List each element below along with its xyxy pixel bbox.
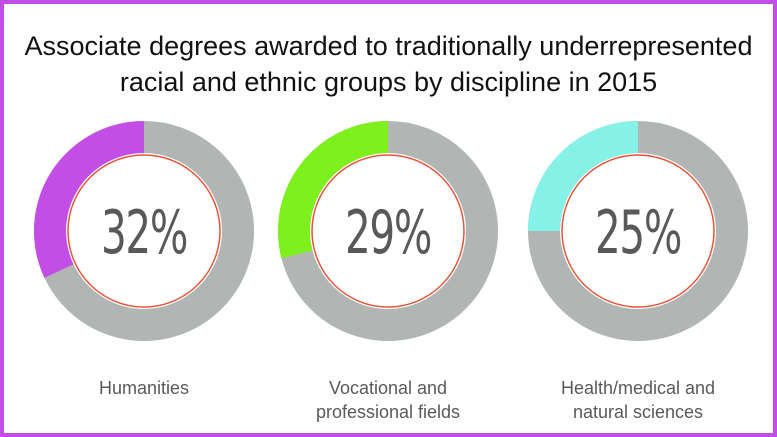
chart-title-line-1: Associate degrees awarded to traditional…	[24, 31, 753, 61]
percentage-label: 29%	[345, 198, 431, 268]
value-segment	[278, 121, 388, 259]
donut-chart-humanities: 32%	[34, 121, 254, 341]
donut-svg: 32%	[34, 121, 254, 341]
category-label-line: Health/medical and	[560, 378, 716, 398]
category-label-line: Vocational and	[328, 378, 448, 398]
donut-chart-health: 25%	[528, 121, 748, 341]
category-label-vocational: Vocational and professional fields	[278, 376, 498, 424]
percentage-label: 25%	[595, 198, 681, 268]
inner-ring	[561, 154, 715, 308]
category-label-line: Humanities	[98, 378, 190, 398]
category-label-line: professional fields	[315, 402, 461, 422]
category-label-humanities: Humanities	[34, 376, 254, 400]
inner-ring	[311, 154, 465, 308]
category-label-line: natural sciences	[572, 402, 704, 422]
chart-title: Associate degrees awarded to traditional…	[4, 28, 773, 100]
value-segment	[528, 121, 638, 231]
category-label-health: Health/medical and natural sciences	[528, 376, 748, 424]
donut-svg: 29%	[278, 121, 498, 341]
donut-svg: 25%	[528, 121, 748, 341]
chart-title-line-2: racial and ethnic groups by discipline i…	[119, 67, 658, 97]
value-segment	[34, 121, 145, 278]
inner-ring	[67, 154, 221, 308]
percentage-label: 32%	[101, 198, 187, 268]
donut-chart-vocational: 29%	[278, 121, 498, 341]
